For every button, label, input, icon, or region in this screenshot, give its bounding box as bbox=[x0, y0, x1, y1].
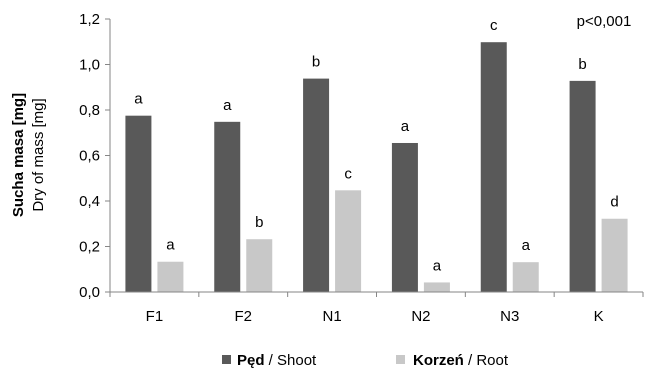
y-tick-label: 1,2 bbox=[79, 11, 100, 28]
x-tick-label: N2 bbox=[411, 308, 430, 325]
bar bbox=[157, 261, 184, 292]
bar-significance-letter: b bbox=[578, 56, 586, 73]
x-tick-label: N3 bbox=[500, 308, 519, 325]
bar-significance-letter: a bbox=[166, 237, 175, 254]
legend-label: Pęd / Shoot bbox=[237, 352, 317, 369]
bar bbox=[214, 121, 241, 292]
y-tick-label: 0,2 bbox=[79, 239, 100, 256]
bar-significance-letter: d bbox=[610, 194, 618, 211]
significance-letters: a a a b b c a a c a b d bbox=[134, 17, 619, 274]
bar-significance-letter: a bbox=[433, 257, 442, 274]
p-value-annotation: p<0,001 bbox=[577, 13, 632, 30]
bar-significance-letter: b bbox=[312, 54, 320, 71]
x-tick-label: F2 bbox=[234, 308, 252, 325]
bar-significance-letter: c bbox=[344, 165, 352, 182]
bar-significance-letter: a bbox=[134, 91, 143, 108]
bar bbox=[391, 142, 418, 292]
bar bbox=[512, 262, 539, 292]
bar bbox=[246, 239, 273, 292]
bar-significance-letter: a bbox=[522, 237, 531, 254]
legend-swatch bbox=[396, 355, 405, 364]
y-axis-title-line2: Dry of mass [mg] bbox=[30, 98, 47, 211]
legend-label: Korzeń / Root bbox=[413, 352, 509, 369]
x-axis: F1 F2 N1 N2 N3 K bbox=[109, 291, 644, 325]
y-axis: 0,0 0,2 0,4 0,6 0,8 1,0 1,2 bbox=[79, 11, 111, 301]
y-tick-label: 0,4 bbox=[79, 193, 100, 210]
legend: Pęd / Shoot Korzeń / Root bbox=[222, 352, 509, 369]
bar bbox=[335, 190, 362, 292]
legend-swatch bbox=[222, 355, 231, 364]
x-tick-label: N1 bbox=[322, 308, 341, 325]
y-tick-label: 0,6 bbox=[79, 148, 100, 165]
y-axis-title: Sucha masa [mg] Dry of mass [mg] bbox=[10, 93, 47, 217]
bar bbox=[569, 80, 596, 292]
x-tick-label: F1 bbox=[146, 308, 164, 325]
bar-significance-letter: a bbox=[223, 97, 232, 114]
y-tick-label: 0,8 bbox=[79, 102, 100, 119]
bar-significance-letter: c bbox=[490, 17, 498, 34]
y-axis-title-line1: Sucha masa [mg] bbox=[10, 93, 27, 217]
legend-item: Pęd / Shoot bbox=[222, 352, 317, 369]
bar bbox=[423, 282, 450, 292]
bar bbox=[303, 78, 330, 292]
bar-significance-letter: b bbox=[255, 214, 263, 231]
bar bbox=[601, 218, 628, 292]
bar bbox=[125, 115, 152, 292]
bar-significance-letter: a bbox=[401, 118, 410, 135]
y-tick-label: 1,0 bbox=[79, 57, 100, 74]
y-tick-label: 0,0 bbox=[79, 284, 100, 301]
bar bbox=[480, 42, 507, 292]
bars-group bbox=[125, 42, 628, 292]
x-tick-label: K bbox=[594, 308, 604, 325]
legend-item: Korzeń / Root bbox=[396, 352, 509, 369]
